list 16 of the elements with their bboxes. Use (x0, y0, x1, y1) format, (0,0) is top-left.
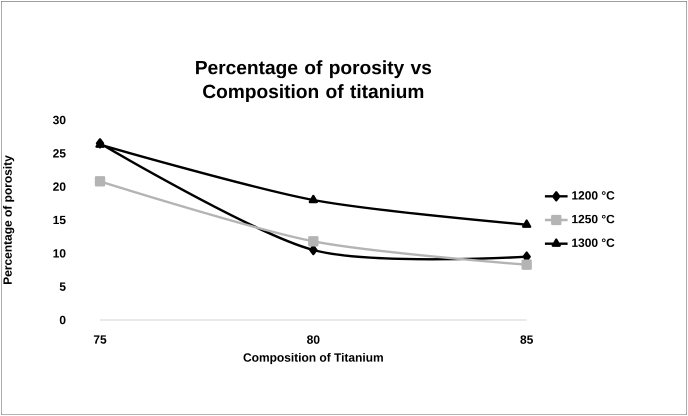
legend-label: 1250 °C (572, 214, 614, 224)
legend-label: 1200 °C (572, 191, 614, 200)
y-tick-label: 5 (60, 282, 66, 291)
y-tick-label: 20 (53, 182, 66, 191)
chart-title: Percentage of porosity vs Composition of titanium (196, 60, 432, 102)
legend-label: 1300 °C (572, 238, 614, 247)
x-tick-label: 80 (307, 335, 320, 344)
x-tick-label: 85 (520, 335, 533, 344)
y-tick-label: 0 (60, 316, 66, 324)
y-axis-title: Percentage of porosity (3, 155, 14, 284)
x-tick-label: 75 (94, 335, 106, 344)
y-tick-label: 10 (53, 249, 66, 258)
y-tick-label: 30 (52, 116, 66, 124)
y-tick-label: 25 (53, 149, 66, 158)
x-axis-title: Composition of Titanium (244, 352, 383, 364)
y-tick-label: 15 (53, 216, 66, 224)
